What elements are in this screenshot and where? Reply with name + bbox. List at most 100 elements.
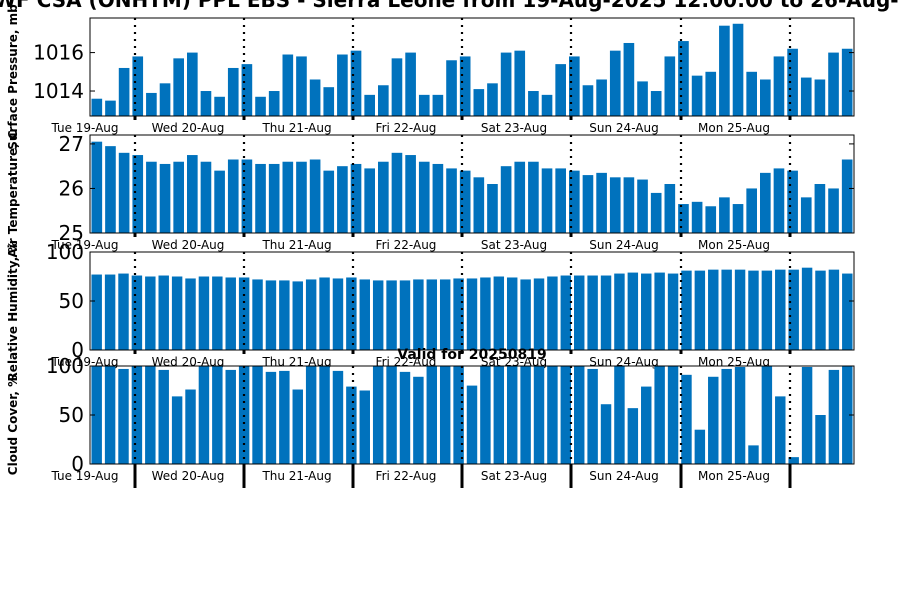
bar — [667, 273, 679, 350]
axes-frame — [89, 17, 855, 117]
bar — [814, 79, 826, 116]
bar — [569, 56, 580, 116]
bar — [105, 146, 116, 233]
bar — [279, 370, 290, 464]
bar — [446, 60, 457, 116]
bar — [473, 89, 485, 116]
bar — [459, 56, 471, 116]
bar — [91, 141, 103, 233]
day-label: Mon 25-Aug — [698, 469, 770, 483]
bar — [746, 71, 757, 116]
bar — [241, 64, 253, 116]
bar — [268, 163, 280, 233]
bar — [466, 385, 478, 464]
day-label: Mon 25-Aug — [698, 238, 770, 252]
bar — [105, 100, 116, 116]
bar — [282, 161, 294, 233]
bar — [788, 457, 799, 464]
bar — [528, 161, 539, 233]
day-label: Sun 24-Aug — [589, 238, 658, 252]
bar — [459, 170, 471, 233]
bar — [746, 188, 757, 233]
bar — [131, 275, 143, 350]
y-axis-label: Cloud Cover, % — [6, 375, 20, 475]
bar — [748, 270, 759, 350]
day-label: Thu 21-Aug — [261, 469, 331, 483]
bar — [225, 369, 236, 464]
bar — [623, 42, 635, 117]
bar — [667, 366, 679, 464]
bar — [596, 172, 607, 233]
bar — [323, 87, 335, 116]
bar — [132, 56, 144, 116]
bar — [292, 389, 303, 464]
bar — [439, 279, 451, 350]
bar — [641, 386, 652, 464]
bar — [800, 77, 812, 116]
bar — [506, 366, 518, 464]
bar — [432, 163, 444, 233]
bar — [514, 161, 526, 233]
bar — [705, 71, 717, 116]
bar — [173, 58, 184, 116]
bar — [265, 280, 277, 350]
y-tick-label: 25 — [59, 221, 84, 245]
bar — [319, 277, 330, 350]
bar — [555, 64, 566, 116]
chart-panel-2: 25 26 27 Tue 19-Aug Wed 20-Aug Thu 21-Aug Fri … — [6, 130, 855, 258]
bar — [815, 415, 826, 464]
bar — [91, 366, 102, 464]
bar — [787, 48, 798, 116]
bar — [466, 278, 478, 350]
bar — [413, 376, 424, 464]
bar — [255, 96, 266, 116]
bar — [828, 269, 840, 350]
bar — [453, 278, 464, 350]
bar — [432, 94, 444, 116]
bar — [104, 366, 116, 464]
bar — [214, 170, 225, 233]
day-label: Sat 23-Aug — [481, 238, 547, 252]
bar — [587, 368, 598, 464]
bar — [637, 179, 648, 233]
bar — [681, 270, 692, 350]
bar — [386, 366, 397, 464]
bar — [514, 50, 526, 116]
bar — [760, 79, 771, 116]
bar — [627, 272, 639, 350]
bar — [146, 161, 157, 233]
bar — [399, 371, 411, 464]
day-label: Sat 23-Aug — [481, 121, 547, 135]
bar — [296, 161, 307, 233]
chart-panel-1: 1014 1016 Tue 19-Aug Wed 20-Aug Thu 21-Aug Fr… — [6, 4, 855, 150]
bar — [238, 277, 250, 350]
bar — [547, 366, 558, 464]
bar — [500, 166, 512, 233]
bar — [359, 279, 370, 350]
y-tick-label: 27 — [59, 132, 84, 156]
bar — [541, 94, 553, 116]
bar — [305, 279, 317, 350]
bar — [614, 366, 625, 464]
bar — [296, 56, 307, 116]
bar — [788, 269, 799, 350]
bar — [198, 276, 210, 350]
y-tick-label: 0 — [71, 452, 84, 476]
bar — [391, 152, 403, 233]
day-label: Tue 19-Aug — [50, 238, 118, 252]
bar — [252, 279, 263, 350]
bar — [282, 54, 294, 116]
bar — [225, 277, 236, 350]
bar — [650, 91, 662, 116]
bar — [386, 280, 397, 350]
bar — [569, 170, 580, 233]
day-label: Tue 19-Aug — [50, 121, 118, 135]
bar — [159, 83, 171, 116]
bar — [775, 269, 786, 350]
bar — [609, 50, 621, 116]
y-tick-label: 50 — [59, 403, 84, 427]
bar — [721, 269, 732, 350]
bar — [337, 54, 348, 116]
bar — [732, 23, 744, 116]
bar — [158, 369, 169, 464]
